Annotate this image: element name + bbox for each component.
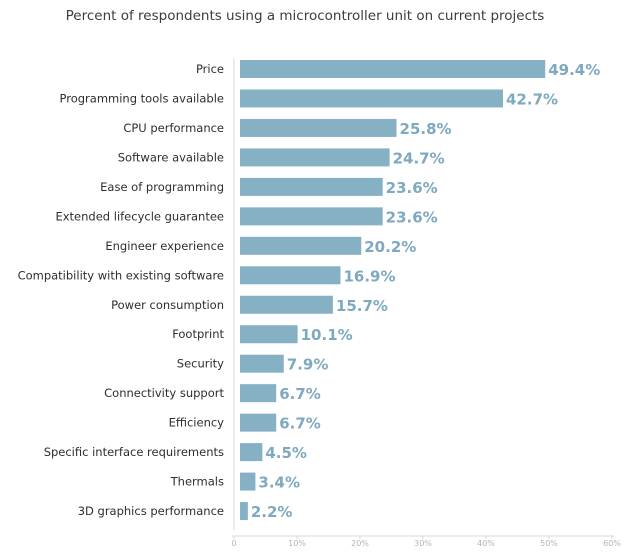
category-label: Power consumption (111, 298, 224, 312)
category-label: Engineer experience (105, 239, 224, 253)
bar (240, 354, 284, 373)
category-label: Software available (118, 150, 224, 164)
category-label: Efficiency (169, 416, 225, 430)
x-tick-label: 40% (477, 539, 495, 548)
value-label: 15.7% (336, 297, 388, 315)
x-tick-label: 60% (603, 539, 621, 548)
x-tick-label: 50% (540, 539, 558, 548)
value-label: 10.1% (301, 326, 353, 344)
category-label: Thermals (170, 475, 224, 489)
bar (240, 325, 298, 344)
bar (240, 295, 333, 314)
bar (240, 502, 248, 521)
value-label: 42.7% (506, 90, 558, 108)
value-label: 7.9% (287, 356, 329, 374)
value-label: 3.4% (258, 474, 300, 492)
bar (240, 148, 390, 167)
x-tick-label: 0 (231, 539, 236, 548)
value-label: 6.7% (279, 415, 321, 433)
category-label: Compatibility with existing software (18, 268, 224, 282)
category-label: CPU performance (123, 121, 224, 135)
bar (240, 89, 504, 108)
value-label: 49.4% (548, 61, 600, 79)
category-label: 3D graphics performance (78, 504, 224, 518)
value-label: 23.6% (386, 208, 438, 226)
value-label: 25.8% (400, 120, 452, 138)
bar (240, 443, 263, 462)
category-label: Price (196, 62, 224, 76)
x-tick-label: 10% (288, 539, 306, 548)
value-label: 6.7% (279, 385, 321, 403)
value-label: 2.2% (251, 503, 293, 521)
bar (240, 384, 277, 403)
x-tick-label: 30% (414, 539, 432, 548)
category-label: Security (177, 357, 224, 371)
bar (240, 60, 546, 78)
value-label: 20.2% (364, 238, 416, 256)
value-label: 24.7% (393, 149, 445, 167)
bar (240, 472, 256, 491)
bar (240, 118, 397, 137)
bar (240, 177, 383, 196)
value-label: 23.6% (386, 179, 438, 197)
x-tick-label: 20% (351, 539, 369, 548)
category-label: Footprint (172, 327, 224, 341)
value-label: 16.9% (343, 267, 395, 285)
value-label: 4.5% (265, 444, 307, 462)
category-label: Ease of programming (100, 180, 224, 194)
chart-title: Percent of respondents using a microcont… (65, 8, 545, 24)
category-label: Extended lifecycle guarantee (55, 209, 224, 223)
category-label: Specific interface requirements (44, 445, 224, 459)
bar (240, 207, 383, 226)
bar (240, 266, 341, 285)
category-label: Programming tools available (60, 91, 225, 105)
bar (240, 413, 277, 432)
bar (240, 236, 362, 255)
category-label: Connectivity support (104, 386, 224, 400)
